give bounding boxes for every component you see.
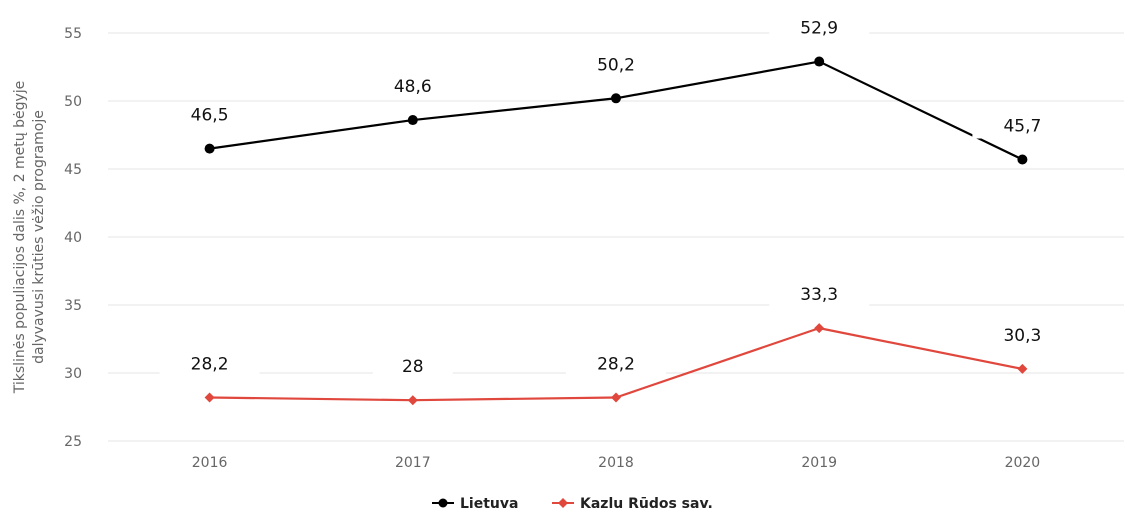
legend-item[interactable]: Kazlu Rūdos sav.: [552, 496, 713, 512]
data-point: [1017, 364, 1027, 374]
data-label: 30,3: [1003, 326, 1041, 346]
x-axis-ticks: 2016 2017 2018 2019 2020: [192, 455, 1040, 471]
data-point: [205, 144, 215, 154]
legend-label: Lietuva: [460, 496, 518, 512]
data-point: [814, 323, 824, 333]
legend-marker: [558, 498, 568, 508]
data-point: [205, 392, 215, 402]
legend-item[interactable]: Lietuva: [432, 496, 518, 512]
y-axis-ticks: 25 30 35 40 45 50 55: [64, 26, 82, 450]
data-point: [408, 115, 418, 125]
y-axis-label-line-2: dalyvavusi krūties vėžio programoje: [31, 110, 47, 364]
y-tick-label: 50: [64, 94, 82, 110]
data-label: 46,5: [191, 106, 229, 126]
x-tick-label: 2020: [1005, 455, 1041, 471]
y-tick-label: 35: [64, 298, 82, 314]
data-label: 28: [402, 357, 424, 377]
data-point: [1017, 154, 1027, 164]
data-labels: 46,5 48,6 50,2 52,9 45,7 28,2 28 28,2 33,3 30,3: [160, 15, 1073, 380]
x-tick-label: 2019: [801, 455, 837, 471]
x-tick-label: 2018: [598, 455, 634, 471]
x-tick-label: 2016: [192, 455, 228, 471]
data-label: 28,2: [191, 354, 229, 374]
data-label: 52,9: [800, 19, 838, 39]
data-label: 45,7: [1003, 116, 1041, 136]
legend-label: Kazlu Rūdos sav.: [580, 496, 713, 512]
data-label: 50,2: [597, 55, 635, 75]
y-tick-label: 55: [64, 26, 82, 42]
x-tick-label: 2017: [395, 455, 431, 471]
y-tick-label: 40: [64, 230, 82, 246]
y-tick-label: 30: [64, 366, 82, 382]
legend: Lietuva Kazlu Rūdos sav.: [432, 496, 713, 512]
data-point: [408, 395, 418, 405]
data-point: [611, 93, 621, 103]
y-axis-label-line-1: Tikslinės populiacijos dalis %, 2 metų b…: [12, 81, 28, 395]
data-point: [611, 392, 621, 402]
y-tick-label: 45: [64, 162, 82, 178]
legend-marker: [439, 499, 448, 508]
data-label: 28,2: [597, 354, 635, 374]
data-point: [814, 57, 824, 67]
data-label: 33,3: [800, 285, 838, 305]
data-label: 48,6: [394, 77, 432, 97]
y-tick-label: 25: [64, 434, 82, 450]
